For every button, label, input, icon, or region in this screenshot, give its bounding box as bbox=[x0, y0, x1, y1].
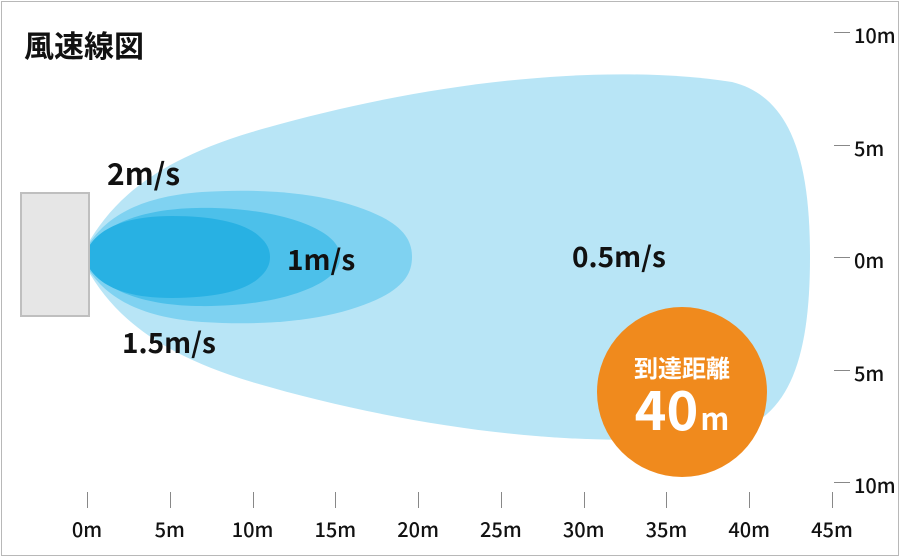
y-axis-label: 5m bbox=[854, 358, 884, 387]
x-tick bbox=[832, 492, 833, 508]
zone-label-1-5: 1.5m/s bbox=[122, 322, 216, 362]
x-axis-label: 40m bbox=[719, 514, 779, 543]
x-axis-label: 35m bbox=[636, 514, 696, 543]
x-axis-label: 5m bbox=[140, 514, 200, 543]
x-axis-label: 25m bbox=[471, 514, 531, 543]
plume-zone-2 bbox=[87, 216, 270, 298]
x-axis-label: 0m bbox=[57, 514, 117, 543]
y-axis-label: 10m bbox=[854, 470, 896, 499]
diagram-frame: 風速線図 2m/s 1.5m/s 1m/s 0.5m/s 到達距離 40 m 0… bbox=[1, 1, 899, 556]
badge-value: 40 bbox=[635, 379, 699, 436]
x-tick bbox=[584, 492, 585, 508]
x-tick bbox=[666, 492, 667, 508]
x-axis-label: 30m bbox=[554, 514, 614, 543]
zone-label-1: 1m/s bbox=[287, 239, 355, 279]
badge-unit: m bbox=[700, 402, 729, 434]
x-tick bbox=[501, 492, 502, 508]
x-axis-label: 20m bbox=[388, 514, 448, 543]
x-tick bbox=[335, 492, 336, 508]
x-tick bbox=[253, 492, 254, 508]
plume-svg bbox=[2, 2, 900, 557]
y-tick bbox=[834, 32, 850, 33]
fan-source-box bbox=[20, 192, 90, 317]
x-axis-label: 15m bbox=[305, 514, 365, 543]
zone-label-2: 2m/s bbox=[107, 150, 180, 194]
x-tick bbox=[418, 492, 419, 508]
x-tick bbox=[87, 492, 88, 508]
y-tick bbox=[834, 370, 850, 371]
y-tick bbox=[834, 145, 850, 146]
x-tick bbox=[749, 492, 750, 508]
y-axis-label: 0m bbox=[854, 245, 884, 274]
y-axis-label: 5m bbox=[854, 133, 884, 162]
y-tick bbox=[834, 482, 850, 483]
zone-label-0-5: 0.5m/s bbox=[572, 236, 666, 276]
x-axis-label: 45m bbox=[802, 514, 862, 543]
y-tick bbox=[834, 257, 850, 258]
reach-distance-badge: 到達距離 40 m bbox=[597, 307, 767, 477]
x-axis-label: 10m bbox=[223, 514, 283, 543]
badge-value-line: 40 m bbox=[635, 379, 730, 436]
x-tick bbox=[170, 492, 171, 508]
y-axis-label: 10m bbox=[854, 20, 896, 49]
